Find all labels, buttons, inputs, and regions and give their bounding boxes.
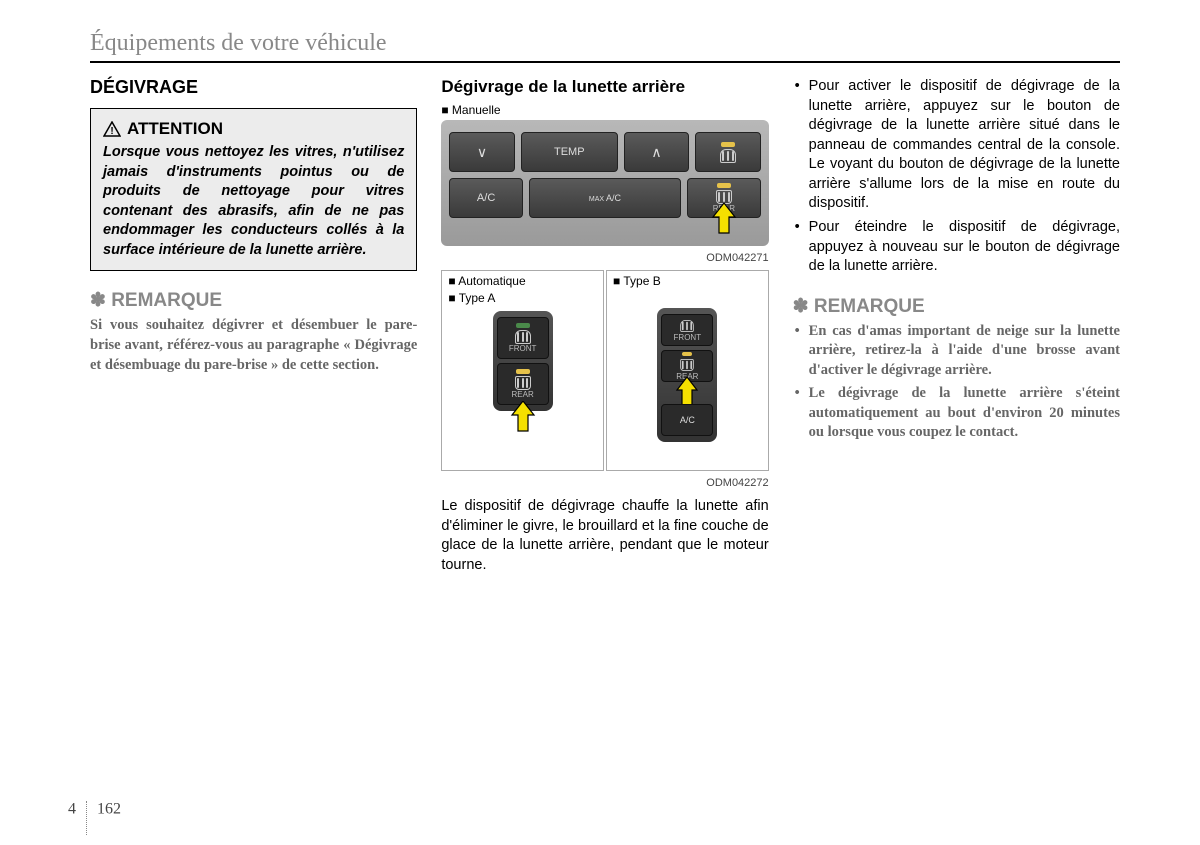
image-code-1: ODM042271 — [441, 252, 768, 264]
climate-panel-auto: ■ Automatique ■ Type A FRONT REAR — [441, 270, 768, 471]
front-defrost-button-b: FRONT — [661, 314, 713, 346]
label-auto: ■ Automatique — [448, 274, 597, 288]
pointer-arrow-icon — [675, 377, 699, 407]
svg-text:!: ! — [110, 126, 113, 137]
remark1-header: ✽ REMARQUE — [90, 289, 417, 312]
bullet-1: Pour activer le dispositif de dégivrage … — [793, 77, 1120, 214]
usage-bullets: Pour activer le dispositif de dégivrage … — [793, 77, 1120, 277]
rear-defrost-button: REAR — [687, 178, 761, 218]
col-left: DÉGIVRAGE ! ATTENTION Lorsque vous netto… — [90, 77, 417, 575]
auto-type-a: ■ Automatique ■ Type A FRONT REAR — [441, 270, 604, 471]
remark1-text: Si vous souhaitez dégivrer et désembuer … — [90, 316, 417, 375]
page-num-divider — [86, 801, 87, 835]
three-columns: DÉGIVRAGE ! ATTENTION Lorsque vous netto… — [90, 77, 1120, 575]
bullet-2: Pour éteindre le dispositif de dégivrage… — [793, 218, 1120, 277]
pointer-arrow-icon — [711, 203, 737, 235]
rule-top — [90, 61, 1120, 63]
attention-box: ! ATTENTION Lorsque vous nettoyez les vi… — [90, 108, 417, 271]
manual-page: Équipements de votre véhicule DÉGIVRAGE … — [0, 0, 1200, 595]
temp-up-button: ∧ — [624, 132, 689, 172]
ac-button: A/C — [449, 178, 523, 218]
col2-body: Le dispositif de dégivrage chauffe la lu… — [441, 497, 768, 575]
page-number: 4 162 — [68, 793, 121, 827]
temp-down-button: ∨ — [449, 132, 514, 172]
pointer-arrow-icon — [510, 401, 536, 433]
section-title: DÉGIVRAGE — [90, 77, 417, 98]
label-type-a: ■ Type A — [448, 291, 597, 305]
remark-bullets: En cas d'amas important de neige sur la … — [793, 322, 1120, 443]
rear-defrost-button-a: REAR — [497, 363, 549, 405]
col-center: Dégivrage de la lunette arrière ■ Manuel… — [441, 77, 768, 575]
attention-label: ATTENTION — [127, 119, 223, 139]
rear-defrost-button-b: REAR — [661, 350, 713, 382]
subsection-title: Dégivrage de la lunette arrière — [441, 77, 768, 97]
chapter-title: Équipements de votre véhicule — [90, 30, 1120, 57]
temp-button: TEMP — [521, 132, 618, 172]
attention-text: Lorsque vous nettoyez les vitres, n'util… — [103, 143, 404, 260]
ac-button-b: A/C — [661, 404, 713, 436]
label-manual: ■ Manuelle — [441, 103, 768, 117]
front-defrost-button — [695, 132, 760, 172]
front-defrost-button-a: FRONT — [497, 317, 549, 359]
col-right: Pour activer le dispositif de dégivrage … — [793, 77, 1120, 575]
remark-bullet-2: Le dégivrage de la lunette arrière s'éte… — [793, 384, 1120, 443]
climate-panel-manual: ∨ TEMP ∧ A/C MAX A/C REAR — [441, 120, 768, 246]
remark2-header: ✽ REMARQUE — [793, 295, 1120, 318]
auto-type-b: ■ Type B FRONT REAR — [606, 270, 769, 471]
chapter-num: 4 — [68, 801, 76, 818]
label-type-b: ■ Type B — [613, 274, 762, 288]
max-ac-button: MAX A/C — [529, 178, 681, 218]
remark-bullet-1: En cas d'amas important de neige sur la … — [793, 322, 1120, 381]
attention-header: ! ATTENTION — [103, 119, 404, 139]
warning-icon: ! — [103, 121, 121, 137]
page-num-value: 162 — [97, 801, 121, 818]
image-code-2: ODM042272 — [441, 477, 768, 489]
